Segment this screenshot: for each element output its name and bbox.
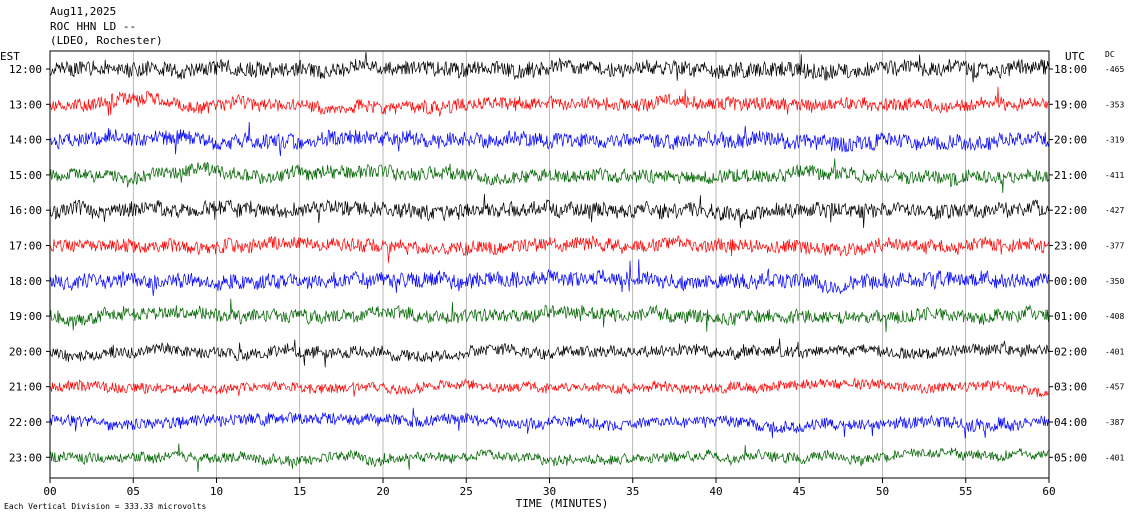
est-hour-label: 23:00 (9, 451, 42, 464)
seismic-trace (49, 51, 1049, 83)
seismic-trace (49, 443, 1049, 473)
seismic-trace (49, 86, 1049, 117)
x-tick-label: 00 (43, 485, 56, 498)
axis-ticks: 00 05 10 15 20 25 30 35 40 45 50 55 60 12:00 18:00 -465… (9, 63, 1125, 498)
scale-note: Each Vertical Division = 333.33 microvol… (4, 502, 206, 511)
est-hour-label: 15:00 (9, 169, 42, 182)
dc-offset-label: -401 (1105, 453, 1124, 462)
dc-offset-label: -411 (1105, 171, 1124, 180)
left-axis-label: EST (0, 50, 20, 63)
dc-label: DC (1105, 50, 1115, 59)
grid-lines (132, 51, 967, 478)
seismic-trace (49, 158, 1049, 194)
x-tick-label: 45 (793, 485, 806, 498)
utc-hour-label: 02:00 (1054, 345, 1087, 358)
x-tick-label: 20 (376, 485, 389, 498)
x-tick-label: 15 (293, 485, 306, 498)
x-tick-label: 40 (709, 485, 722, 498)
est-hour-label: 20:00 (9, 345, 42, 358)
x-tick-label: 30 (543, 485, 556, 498)
est-hour-label: 18:00 (9, 275, 42, 288)
x-axis-title: TIME (MINUTES) (516, 497, 609, 510)
utc-hour-label: 21:00 (1054, 169, 1087, 182)
est-hour-label: 12:00 (9, 63, 42, 76)
utc-hour-label: 19:00 (1054, 98, 1087, 111)
est-hour-label: 14:00 (9, 134, 42, 147)
x-tick-label: 55 (959, 485, 972, 498)
dc-offset-label: -350 (1105, 277, 1124, 286)
seismic-trace (49, 298, 1049, 333)
dc-offset-label: -408 (1105, 312, 1124, 321)
est-hour-label: 13:00 (9, 98, 42, 111)
network-name: (LDEO, Rochester) (50, 34, 163, 47)
x-tick-label: 60 (1042, 485, 1055, 498)
dc-offset-label: -377 (1105, 242, 1124, 251)
dc-offset-label: -427 (1105, 206, 1124, 215)
utc-hour-label: 03:00 (1054, 381, 1087, 394)
utc-hour-label: 18:00 (1054, 63, 1087, 76)
x-tick-label: 35 (626, 485, 639, 498)
dc-offset-label: -465 (1105, 65, 1124, 74)
dc-offset-label: -401 (1105, 347, 1124, 356)
dc-offset-label: -387 (1105, 418, 1124, 427)
utc-hour-label: 05:00 (1054, 451, 1087, 464)
dc-offset-label: -457 (1105, 383, 1124, 392)
dc-offset-label: -319 (1105, 136, 1124, 145)
utc-hour-label: 23:00 (1054, 240, 1087, 253)
x-tick-label: 25 (460, 485, 473, 498)
utc-hour-label: 01:00 (1054, 310, 1087, 323)
est-hour-label: 16:00 (9, 204, 42, 217)
est-hour-label: 19:00 (9, 310, 42, 323)
utc-hour-label: 20:00 (1054, 134, 1087, 147)
right-axis-label: UTC (1065, 50, 1085, 63)
est-hour-label: 17:00 (9, 240, 42, 253)
x-tick-label: 50 (876, 485, 889, 498)
seismic-trace (49, 377, 1049, 398)
x-tick-label: 05 (127, 485, 140, 498)
seismic-trace (49, 121, 1049, 157)
x-tick-label: 10 (210, 485, 223, 498)
seismic-trace (49, 338, 1049, 368)
est-hour-label: 21:00 (9, 381, 42, 394)
station-code: ROC HHN LD -- (50, 20, 137, 33)
utc-hour-label: 22:00 (1054, 204, 1087, 217)
seismic-trace (49, 193, 1049, 228)
seismic-traces (49, 51, 1049, 473)
chart-date: Aug11,2025 (50, 5, 117, 18)
seismic-trace (49, 407, 1049, 439)
seismic-trace (49, 235, 1049, 263)
dc-offset-label: -353 (1105, 100, 1124, 109)
utc-hour-label: 00:00 (1054, 275, 1087, 288)
seismic-trace (49, 259, 1049, 296)
utc-hour-label: 04:00 (1054, 416, 1087, 429)
est-hour-label: 22:00 (9, 416, 42, 429)
